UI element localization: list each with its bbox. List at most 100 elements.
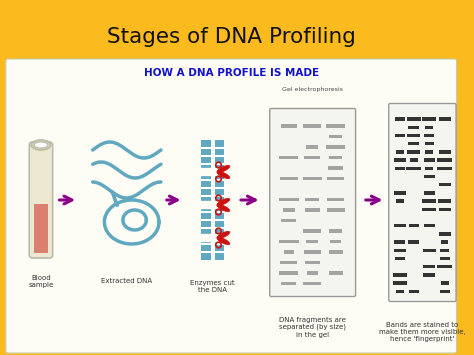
Ellipse shape [217, 171, 230, 179]
Bar [303, 176, 322, 180]
Bar [201, 140, 211, 260]
Bar [280, 271, 298, 274]
Ellipse shape [34, 142, 48, 148]
Bar [424, 224, 435, 228]
Bar [283, 250, 294, 253]
Bar [425, 126, 433, 129]
Bar [440, 248, 449, 252]
Bar [395, 134, 405, 137]
Bar [438, 158, 452, 162]
Bar [408, 126, 419, 129]
Bar [280, 261, 297, 264]
FancyBboxPatch shape [270, 109, 356, 296]
Ellipse shape [220, 171, 223, 173]
Bar [407, 134, 420, 137]
Text: Enzymes cut
the DNA: Enzymes cut the DNA [191, 280, 235, 293]
Ellipse shape [217, 231, 230, 239]
Bar [394, 248, 406, 252]
Bar [424, 175, 435, 178]
Bar [328, 166, 343, 169]
Bar [283, 208, 295, 212]
Bar [279, 197, 299, 201]
Bar [305, 197, 319, 201]
Bar [305, 208, 319, 212]
Bar [326, 124, 345, 127]
Bar [423, 265, 435, 268]
Bar [394, 240, 405, 244]
Text: Stages of DNA Profiling: Stages of DNA Profiling [107, 27, 356, 47]
Bar [327, 208, 345, 212]
Bar [280, 176, 298, 180]
Bar [410, 158, 418, 162]
Bar [279, 240, 299, 243]
Bar [396, 289, 404, 293]
Bar [438, 265, 452, 268]
Bar [307, 271, 318, 274]
Bar [328, 271, 343, 274]
Bar [306, 240, 318, 243]
Text: Gel electrophoresis: Gel electrophoresis [282, 87, 343, 92]
FancyBboxPatch shape [389, 104, 456, 301]
Text: Blood
sample: Blood sample [28, 275, 54, 288]
Bar [328, 250, 343, 253]
Bar [424, 158, 435, 162]
Ellipse shape [220, 204, 223, 206]
Bar [439, 289, 450, 293]
Bar [408, 142, 419, 146]
Bar [393, 273, 407, 277]
Bar [408, 240, 419, 244]
Bar [440, 257, 450, 260]
Bar [394, 166, 405, 170]
Ellipse shape [217, 198, 230, 206]
Bar [438, 117, 451, 121]
Bar [306, 145, 319, 148]
Bar [393, 158, 406, 162]
Bar [215, 140, 224, 260]
Bar [396, 150, 404, 154]
Bar [329, 135, 342, 138]
Text: HOW A DNA PROFILE IS MADE: HOW A DNA PROFILE IS MADE [144, 68, 319, 78]
Bar [395, 199, 404, 203]
Bar [281, 124, 297, 127]
Bar [409, 224, 419, 228]
Bar [441, 240, 448, 244]
FancyBboxPatch shape [29, 142, 53, 258]
Bar [303, 229, 321, 233]
Bar [407, 150, 420, 154]
Bar [394, 191, 406, 195]
Bar [424, 134, 434, 137]
Bar [438, 208, 451, 211]
Bar [424, 191, 435, 195]
Bar [303, 124, 321, 127]
Ellipse shape [31, 140, 51, 150]
Bar [394, 224, 406, 228]
Bar [406, 166, 421, 170]
Bar [395, 257, 405, 260]
Text: Bands are stained to
make them more visible,
hence 'fingerprint': Bands are stained to make them more visi… [379, 322, 466, 342]
Bar [329, 229, 342, 233]
Bar [303, 250, 321, 253]
Bar [439, 183, 451, 186]
Bar [439, 232, 451, 236]
Bar [279, 155, 298, 159]
Bar [330, 240, 341, 243]
Bar [438, 166, 452, 170]
Bar [407, 117, 421, 121]
Bar [425, 166, 433, 170]
Ellipse shape [217, 237, 230, 245]
Ellipse shape [220, 237, 223, 239]
Bar [438, 199, 451, 203]
Bar [425, 150, 433, 154]
Bar [326, 145, 346, 148]
Bar [441, 281, 448, 285]
Bar [329, 155, 342, 159]
Bar [423, 248, 436, 252]
Bar [422, 208, 437, 211]
Bar [327, 197, 345, 201]
Bar [281, 282, 296, 285]
Bar [303, 282, 321, 285]
Bar [34, 203, 48, 253]
Bar [393, 281, 407, 285]
Bar [425, 142, 434, 146]
Bar [423, 273, 435, 277]
